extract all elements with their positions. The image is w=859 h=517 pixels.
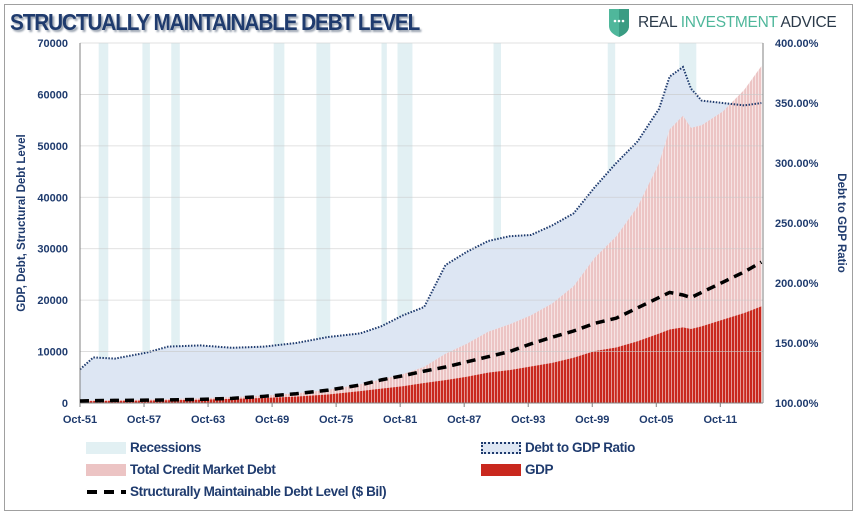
x-tick-label: Oct-99 <box>575 414 609 426</box>
y-tick-label: 70000 <box>37 38 68 50</box>
logo-real: REAL <box>638 14 681 31</box>
y2-tick-label: 250.00% <box>775 218 819 230</box>
y-tick-label: 10000 <box>37 347 68 359</box>
x-tick-label: Oct-05 <box>639 414 673 426</box>
recession-band <box>171 43 180 403</box>
y-tick-label: 60000 <box>37 89 68 101</box>
y-axis-label: GDP, Debt, Structural Debt Level <box>16 134 28 311</box>
y2-tick-label: 300.00% <box>775 158 819 170</box>
legend-label: Recessions <box>130 440 202 455</box>
legend-label: GDP <box>525 462 554 477</box>
legend-swatch-ratio <box>481 441 521 454</box>
chart-frame <box>4 4 853 511</box>
y2-tick-label: 150.00% <box>775 338 819 350</box>
recession-band <box>493 43 502 403</box>
x-tick-label: Oct-51 <box>63 414 97 426</box>
legend-swatch-debt <box>86 463 126 476</box>
y-tick-label: 40000 <box>37 192 68 204</box>
y2-tick-label: 350.00% <box>775 98 819 110</box>
legend-gdp: GDP <box>481 462 553 477</box>
legend-swatch-smdl <box>87 489 126 494</box>
y2-tick-label: 200.00% <box>775 278 819 290</box>
recession-band <box>381 43 387 403</box>
logo: REAL INVESTMENT ADVICE <box>608 8 837 38</box>
legend-ratio: Debt to GDP Ratio <box>481 440 635 455</box>
logo-investment: INVESTMENT <box>680 14 778 31</box>
legend-smdl: Structurally Maintainable Debt Level ($ … <box>86 484 387 499</box>
smdl-line <box>79 260 763 403</box>
legend-label: Structurally Maintainable Debt Level ($ … <box>130 484 387 499</box>
y-tick-label: 30000 <box>37 244 68 256</box>
x-tick-label: Oct-87 <box>447 414 481 426</box>
y-tick-label: 50000 <box>37 141 68 153</box>
x-tick-label: Oct-93 <box>511 414 545 426</box>
y-tick-label: 0 <box>62 398 68 410</box>
legend-recessions: Recessions <box>86 440 201 455</box>
legend-label: Total Credit Market Debt <box>130 462 276 477</box>
legend-swatch-gdp <box>481 463 521 476</box>
x-tick-label: Oct-11 <box>703 414 737 426</box>
legend-swatch-recessions <box>86 441 126 454</box>
y2-tick-label: 400.00% <box>775 38 819 50</box>
recession-band <box>316 43 331 403</box>
logo-text: REAL INVESTMENT ADVICE <box>638 14 837 32</box>
chart-title: STRUCTUALLY MAINTAINABLE DEBT LEVEL <box>10 9 420 35</box>
recession-band <box>273 43 285 403</box>
logo-advice: ADVICE <box>777 14 837 31</box>
ratio-line <box>79 65 762 371</box>
legend-label: Debt to GDP Ratio <box>525 440 635 455</box>
shield-logo-icon <box>609 9 629 37</box>
recession-band <box>142 43 150 403</box>
y-tick-label: 20000 <box>37 295 68 307</box>
bar-separators <box>80 66 762 404</box>
x-tick-label: Oct-81 <box>383 414 417 426</box>
x-tick-label: Oct-75 <box>319 414 353 426</box>
legend-debt: Total Credit Market Debt <box>86 462 276 477</box>
x-tick-label: Oct-57 <box>127 414 161 426</box>
y2-tick-label: 100.00% <box>775 398 819 410</box>
x-tick-label: Oct-69 <box>255 414 289 426</box>
y2-axis-label: Debt to GDP Ratio <box>835 173 847 272</box>
recession-band <box>98 43 109 403</box>
x-tick-label: Oct-63 <box>191 414 225 426</box>
